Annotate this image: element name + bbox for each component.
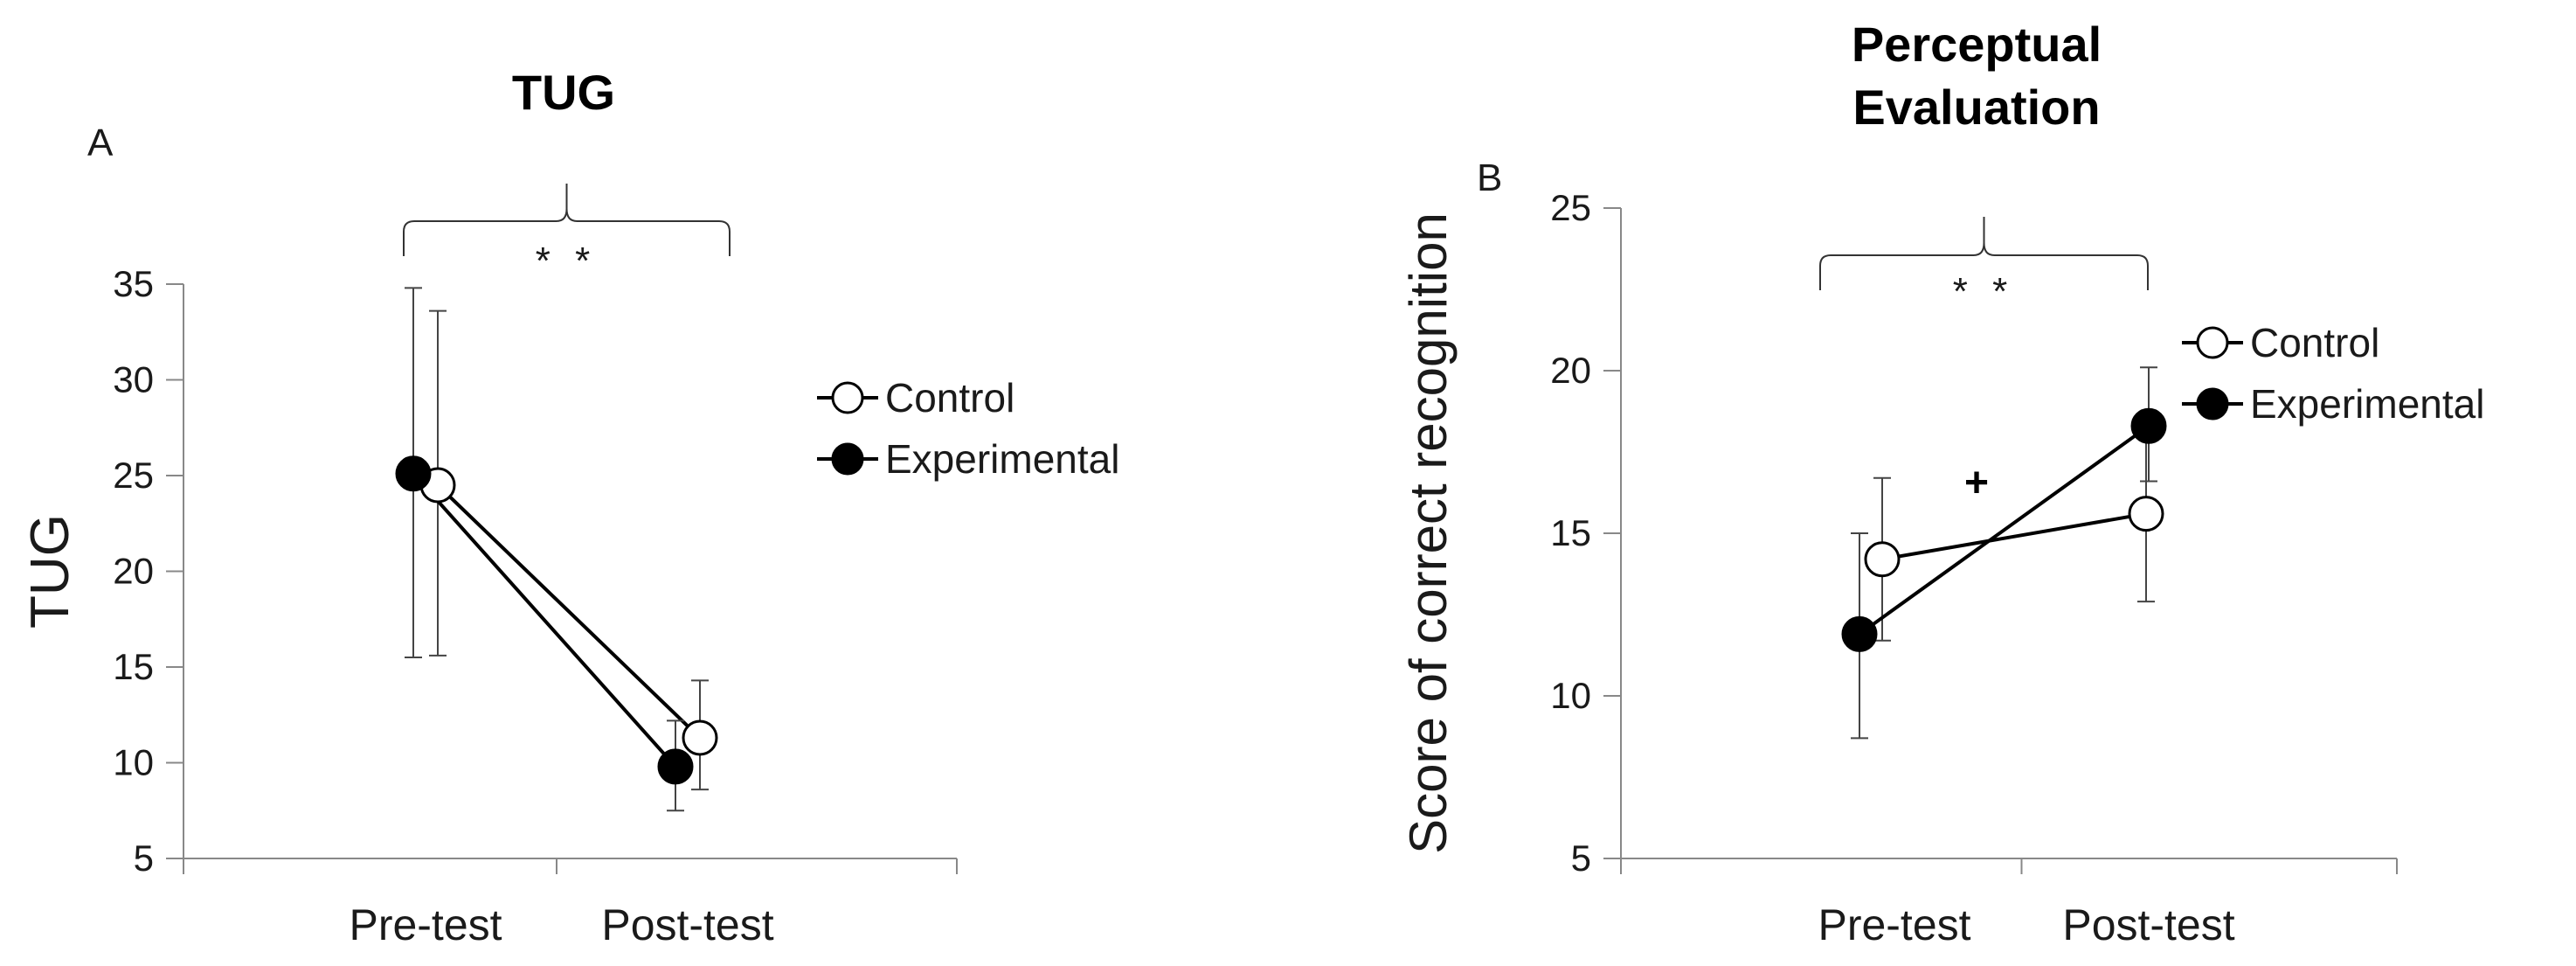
y-tick-label: 20 (113, 551, 154, 592)
y-tick-label: 15 (1550, 512, 1591, 553)
y-tick-label: 5 (1571, 837, 1591, 879)
data-point-experimental (657, 748, 694, 785)
data-point-experimental (1841, 615, 1878, 652)
chart-title: TUG (512, 65, 615, 120)
y-axis-label: Score of correct recognition (1399, 212, 1458, 854)
legend-marker-control (831, 381, 864, 414)
legend-label-experimental: Experimental (885, 436, 1119, 482)
significance-marker: * * (536, 240, 597, 282)
legend-marker-experimental (2196, 387, 2229, 420)
y-tick-label: 25 (113, 455, 154, 496)
y-tick-label: 10 (1550, 675, 1591, 716)
data-point-control (1864, 541, 1901, 578)
legend-label-experimental: Experimental (2250, 381, 2484, 427)
significance-brace (403, 184, 731, 256)
y-tick-label: 20 (1550, 350, 1591, 391)
panel-label: A (87, 122, 114, 164)
y-tick-label: 35 (113, 263, 154, 304)
chart-title: Perceptual Evaluation (1852, 17, 2102, 135)
series-line-experimental (412, 472, 677, 768)
legend-marker-control (2196, 326, 2229, 359)
legend-label-control: Control (885, 375, 1014, 420)
data-point-control (2128, 496, 2164, 532)
interaction-marker: + (1964, 460, 1989, 506)
x-tick-label: Post-test (2062, 900, 2234, 949)
panel-b: 5 10 15 20 25 Pre-test Post-test Score of corre… (1399, 17, 2484, 949)
x-tick-label: Pre-test (349, 900, 502, 949)
data-point-control (682, 719, 718, 756)
y-axis-label: TUG (20, 514, 80, 629)
series-line-control (1881, 511, 2147, 561)
y-tick-label: 25 (1550, 187, 1591, 228)
y-tick-label: 15 (113, 646, 154, 687)
y-tick-label: 30 (113, 359, 154, 400)
y-tick-label: 5 (134, 837, 154, 879)
data-point-experimental (2130, 407, 2167, 444)
series-line-control (436, 483, 702, 740)
significance-marker: * * (1953, 270, 2014, 313)
legend-label-control: Control (2250, 320, 2379, 365)
panel-a: 5 10 15 20 25 30 35 Pre-test Post-test TUG A TUG * *… (20, 65, 1119, 949)
significance-brace (1819, 217, 2149, 290)
chart-title-line: Perceptual (1852, 17, 2102, 72)
legend-marker-experimental (831, 442, 864, 476)
x-tick-label: Post-test (601, 900, 773, 949)
chart-title-line: Evaluation (1852, 80, 2100, 135)
series-line-experimental (1858, 424, 2150, 636)
x-tick-label: Pre-test (1818, 900, 1970, 949)
y-tick-label: 10 (113, 742, 154, 783)
data-point-experimental (395, 455, 432, 492)
panel-label: B (1477, 156, 1502, 199)
